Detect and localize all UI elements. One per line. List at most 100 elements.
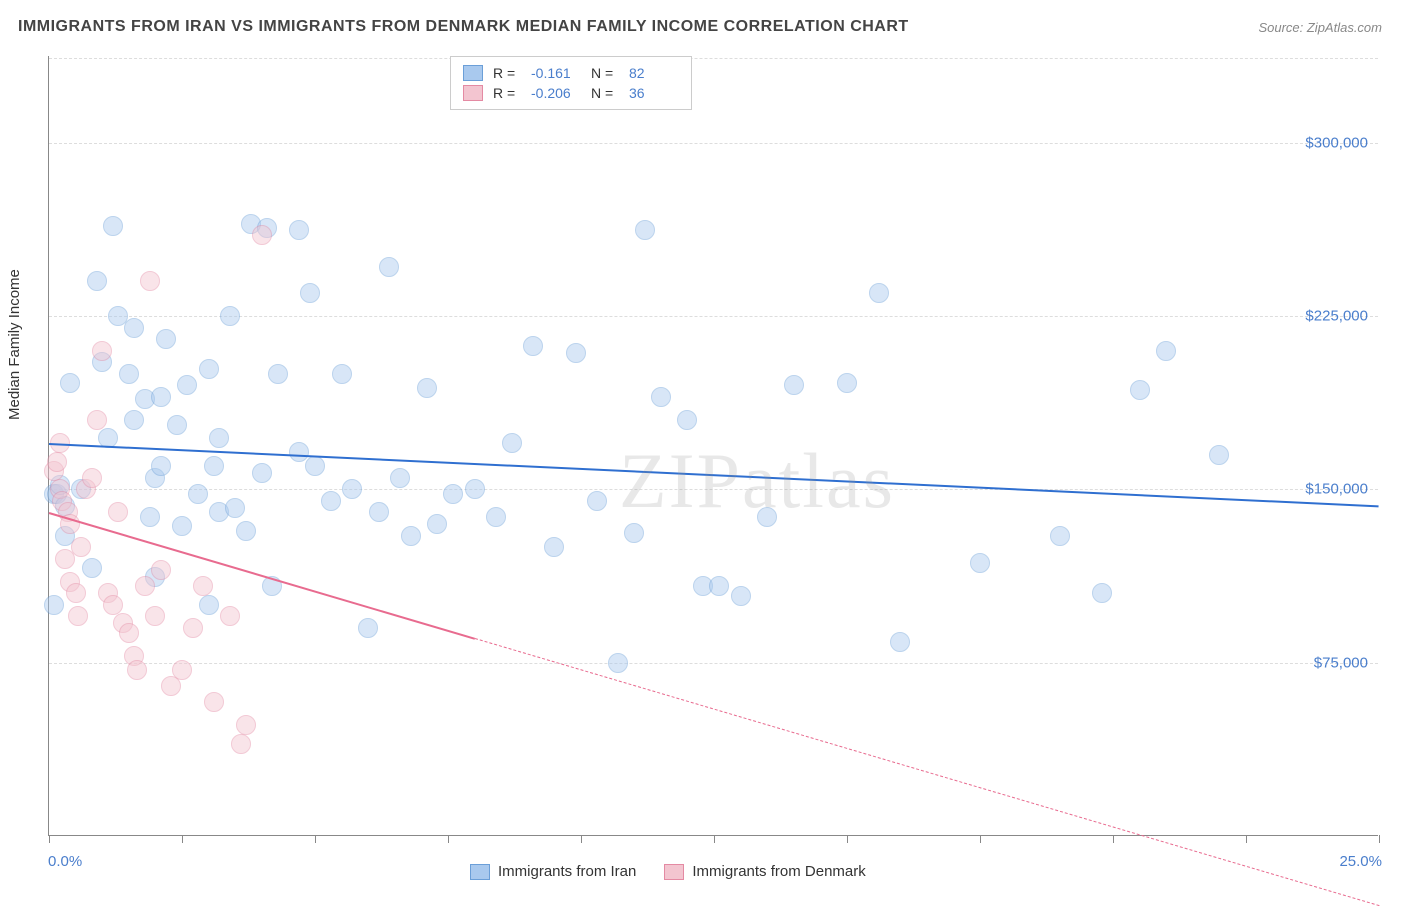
x-axis-max-label: 25.0% <box>1339 853 1382 870</box>
scatter-point <box>119 623 139 643</box>
gridline <box>49 58 1378 59</box>
scatter-point <box>268 364 288 384</box>
scatter-point <box>66 583 86 603</box>
scatter-point <box>417 378 437 398</box>
scatter-point <box>225 498 245 518</box>
scatter-point <box>124 318 144 338</box>
scatter-point <box>60 373 80 393</box>
n-label: N = <box>591 85 619 101</box>
y-tick-label: $150,000 <box>1305 481 1368 498</box>
scatter-point <box>82 468 102 488</box>
scatter-point <box>624 523 644 543</box>
scatter-point <box>167 415 187 435</box>
x-tick <box>182 835 183 843</box>
r-label: R = <box>493 85 521 101</box>
scatter-point <box>465 479 485 499</box>
scatter-point <box>183 618 203 638</box>
scatter-point <box>289 220 309 240</box>
scatter-point <box>87 271 107 291</box>
n-value-iran: 82 <box>629 65 679 81</box>
scatter-point <box>332 364 352 384</box>
scatter-point <box>369 502 389 522</box>
legend-label-iran: Immigrants from Iran <box>498 863 636 880</box>
scatter-point <box>731 586 751 606</box>
scatter-point <box>47 452 67 472</box>
scatter-point <box>305 456 325 476</box>
legend-row-denmark: R = -0.206 N = 36 <box>463 83 679 103</box>
scatter-point <box>1130 380 1150 400</box>
scatter-point <box>1156 341 1176 361</box>
scatter-point <box>236 715 256 735</box>
scatter-point <box>135 576 155 596</box>
legend-label-denmark: Immigrants from Denmark <box>692 863 865 880</box>
scatter-point <box>204 456 224 476</box>
legend-item-iran: Immigrants from Iran <box>470 863 636 880</box>
x-tick <box>448 835 449 843</box>
scatter-point <box>231 734 251 754</box>
scatter-point <box>757 507 777 527</box>
scatter-point <box>651 387 671 407</box>
scatter-point <box>1050 526 1070 546</box>
scatter-point <box>87 410 107 430</box>
swatch-denmark <box>664 864 684 880</box>
swatch-iran <box>463 65 483 81</box>
scatter-point <box>427 514 447 534</box>
y-tick-label: $75,000 <box>1314 654 1368 671</box>
scatter-point <box>151 387 171 407</box>
scatter-point <box>199 595 219 615</box>
scatter-point <box>523 336 543 356</box>
scatter-point <box>103 216 123 236</box>
scatter-point <box>1209 445 1229 465</box>
scatter-point <box>204 692 224 712</box>
gridline <box>49 143 1378 144</box>
scatter-point <box>342 479 362 499</box>
scatter-point <box>784 375 804 395</box>
x-tick <box>1113 835 1114 843</box>
scatter-point <box>177 375 197 395</box>
scatter-point <box>140 507 160 527</box>
scatter-point <box>151 560 171 580</box>
scatter-point <box>220 306 240 326</box>
scatter-point <box>172 660 192 680</box>
r-value-iran: -0.161 <box>531 65 581 81</box>
scatter-point <box>443 484 463 504</box>
correlation-legend: R = -0.161 N = 82 R = -0.206 N = 36 <box>450 56 692 110</box>
scatter-point <box>140 271 160 291</box>
x-tick <box>714 835 715 843</box>
x-tick <box>315 835 316 843</box>
swatch-iran <box>470 864 490 880</box>
x-axis-min-label: 0.0% <box>48 853 82 870</box>
scatter-point <box>358 618 378 638</box>
scatter-point <box>401 526 421 546</box>
legend-item-denmark: Immigrants from Denmark <box>664 863 865 880</box>
scatter-point <box>124 410 144 430</box>
scatter-point <box>379 257 399 277</box>
chart-plot-area: ZIPatlas $75,000$150,000$225,000$300,000 <box>48 56 1378 836</box>
swatch-denmark <box>463 85 483 101</box>
y-axis-label: Median Family Income <box>6 269 23 420</box>
scatter-point <box>71 537 91 557</box>
scatter-point <box>635 220 655 240</box>
scatter-point <box>252 225 272 245</box>
x-tick <box>581 835 582 843</box>
scatter-point <box>544 537 564 557</box>
x-tick <box>980 835 981 843</box>
scatter-point <box>172 516 192 536</box>
scatter-point <box>151 456 171 476</box>
scatter-point <box>709 576 729 596</box>
scatter-point <box>677 410 697 430</box>
scatter-point <box>869 283 889 303</box>
scatter-point <box>566 343 586 363</box>
scatter-point <box>145 606 165 626</box>
scatter-point <box>502 433 522 453</box>
scatter-point <box>209 428 229 448</box>
scatter-point <box>193 576 213 596</box>
source-attribution: Source: ZipAtlas.com <box>1258 20 1382 35</box>
scatter-point <box>837 373 857 393</box>
scatter-point <box>103 595 123 615</box>
scatter-point <box>127 660 147 680</box>
scatter-point <box>252 463 272 483</box>
n-value-denmark: 36 <box>629 85 679 101</box>
x-tick <box>1246 835 1247 843</box>
scatter-point <box>390 468 410 488</box>
